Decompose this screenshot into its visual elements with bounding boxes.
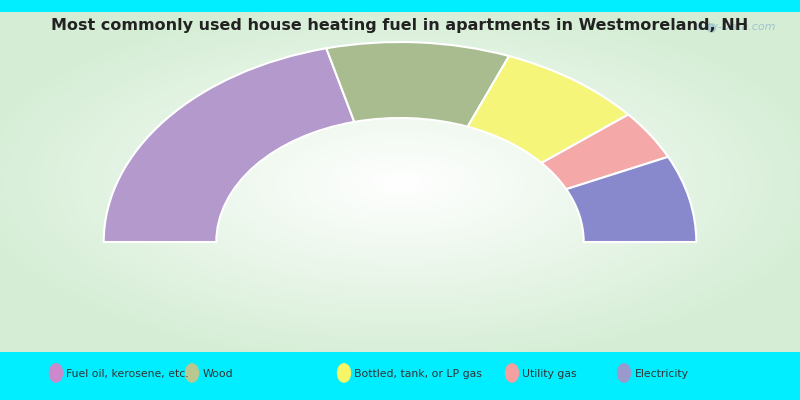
Text: City-Data.com: City-Data.com (697, 22, 776, 32)
Ellipse shape (337, 363, 351, 383)
Text: ●: ● (705, 20, 716, 34)
Text: Wood: Wood (202, 369, 233, 379)
Ellipse shape (185, 363, 199, 383)
Text: Fuel oil, kerosene, etc.: Fuel oil, kerosene, etc. (66, 369, 189, 379)
Ellipse shape (505, 363, 519, 383)
Ellipse shape (617, 363, 631, 383)
Wedge shape (566, 157, 696, 242)
Wedge shape (104, 48, 354, 242)
Text: Electricity: Electricity (634, 369, 688, 379)
Wedge shape (468, 56, 628, 163)
Wedge shape (326, 42, 509, 127)
Wedge shape (542, 114, 668, 189)
Text: Most commonly used house heating fuel in apartments in Westmoreland, NH: Most commonly used house heating fuel in… (51, 18, 749, 33)
Ellipse shape (49, 363, 63, 383)
Text: Utility gas: Utility gas (522, 369, 577, 379)
Text: Bottled, tank, or LP gas: Bottled, tank, or LP gas (354, 369, 482, 379)
